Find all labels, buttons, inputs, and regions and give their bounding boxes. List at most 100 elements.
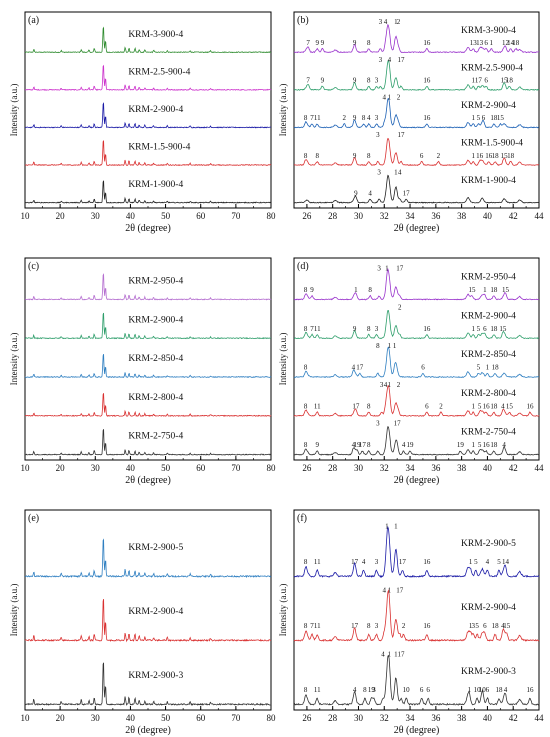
x-tick-label: 40	[483, 713, 493, 723]
peak-index-label: 16	[423, 622, 431, 630]
series-trace	[293, 385, 540, 417]
peak-index-label: 16	[423, 558, 431, 566]
peak-index-label: 17	[398, 56, 406, 64]
series-line	[24, 312, 272, 340]
panel-label: (e)	[28, 513, 39, 524]
series-name-label: KRM-2-900-4	[461, 311, 516, 321]
peak-index-label: 6	[484, 39, 488, 47]
peak-index-label: 1	[394, 169, 398, 177]
series-line	[293, 385, 540, 417]
x-tick-label: 28	[328, 463, 338, 473]
x-tick-label: 20	[56, 211, 66, 221]
x-tick-label: 50	[161, 713, 171, 723]
series-name-label: KRM-2-900-3	[128, 671, 183, 681]
x-tick-label: 32	[380, 463, 389, 473]
x-axis-label: 2θ (degree)	[394, 725, 440, 736]
peak-index-label: 14	[507, 39, 515, 47]
x-tick-label: 32	[380, 211, 389, 221]
peak-index-label: 17	[403, 189, 411, 197]
peak-index-label: 3	[375, 114, 379, 122]
series-name-label: KRM-1.5-900-4	[461, 139, 523, 149]
peak-index-label: 3	[375, 325, 379, 333]
peak-index-label: 3	[379, 18, 383, 26]
series-line	[24, 139, 272, 167]
peak-index-label: 9	[353, 77, 357, 85]
x-tick-label: 36	[431, 211, 441, 221]
peak-index-label: 1	[486, 364, 490, 372]
peak-index-label: 8	[304, 286, 308, 294]
peak-index-label: 1	[471, 325, 475, 333]
peak-index-label: 9	[315, 39, 319, 47]
peak-index-label: 1	[469, 622, 473, 630]
series-name-label: KRM-2-750-4	[461, 428, 516, 438]
peak-index-label: 16	[423, 77, 431, 85]
peak-index-label: 15	[499, 325, 507, 333]
peak-index-label: 8	[368, 286, 372, 294]
peak-index-label: 18	[490, 114, 498, 122]
peak-index-label: 1	[394, 651, 398, 659]
peak-index-label: 6	[425, 402, 429, 410]
peak-index-label: 1	[385, 523, 389, 531]
x-axis-label: 2θ (degree)	[125, 223, 171, 234]
peak-index-label: 11	[314, 402, 321, 410]
peak-index-label: 17	[356, 364, 364, 372]
y-axis-label: Intensity (a.u.)	[278, 84, 288, 137]
peak-index-label: 1	[394, 523, 398, 531]
series-name-label: KRM-2-850-4	[128, 354, 183, 364]
y-axis-label: Intensity (a.u.)	[278, 333, 288, 386]
peak-index-label: 3	[375, 77, 379, 85]
peak-index-label: 8	[304, 622, 308, 630]
peak-index-label: 8	[376, 342, 380, 350]
x-tick-label: 34	[406, 463, 416, 473]
x-tick-label: 26	[302, 211, 312, 221]
peak-index-label: 8	[367, 402, 371, 410]
peak-index-label: 5	[478, 441, 482, 449]
peak-index-label: 3	[375, 558, 379, 566]
series-line	[24, 26, 272, 54]
peak-index-label: 2	[397, 18, 401, 26]
series-trace	[24, 662, 272, 706]
panel-label: (a)	[28, 15, 39, 26]
peak-index-label: 2	[439, 402, 443, 410]
peak-index-label: 9	[315, 441, 319, 449]
x-tick-label: 44	[535, 713, 545, 723]
peak-index-label: 6	[483, 622, 487, 630]
series-trace	[293, 310, 540, 340]
peak-index-label: 4	[388, 56, 392, 64]
peak-index-label: 8	[367, 622, 371, 630]
series-name-label: KRM-2-900-3	[461, 667, 516, 677]
peak-index-label: 8	[304, 152, 308, 160]
x-tick-label: 32	[380, 713, 389, 723]
x-tick-label: 38	[457, 211, 467, 221]
x-tick-label: 20	[56, 713, 66, 723]
peak-index-label: 16	[526, 686, 534, 694]
peak-index-label: 8	[304, 325, 308, 333]
peak-index-label: 5	[475, 622, 479, 630]
peak-index-label: 6	[483, 325, 487, 333]
peak-index-label: 16	[483, 441, 491, 449]
peak-index-label: 9	[353, 152, 357, 160]
peak-index-label: 4	[383, 93, 387, 101]
x-tick-label: 80	[267, 463, 277, 473]
peak-index-label: 1	[471, 152, 475, 160]
peak-index-label: 2	[397, 381, 401, 389]
series-line	[24, 102, 272, 129]
peak-index-label: 6	[420, 686, 424, 694]
peak-index-label: 6	[426, 686, 430, 694]
series-trace	[24, 393, 272, 417]
y-axis-label: Intensity (a.u.)	[9, 584, 19, 637]
peak-index-label: 8	[304, 114, 308, 122]
x-tick-label: 70	[231, 713, 241, 723]
series-trace	[293, 97, 540, 129]
peak-index-label: 19	[354, 441, 362, 449]
peak-index-label: 3	[375, 622, 379, 630]
x-tick-label: 60	[196, 463, 206, 473]
peak-index-label: 1	[388, 651, 392, 659]
series-name-label: KRM-2-950-4	[461, 273, 516, 283]
peak-index-label: 10	[479, 686, 487, 694]
peak-index-label: 15	[506, 402, 514, 410]
x-tick-label: 42	[509, 463, 518, 473]
peak-index-label: 1	[490, 39, 494, 47]
panel-label: (b)	[297, 15, 309, 26]
